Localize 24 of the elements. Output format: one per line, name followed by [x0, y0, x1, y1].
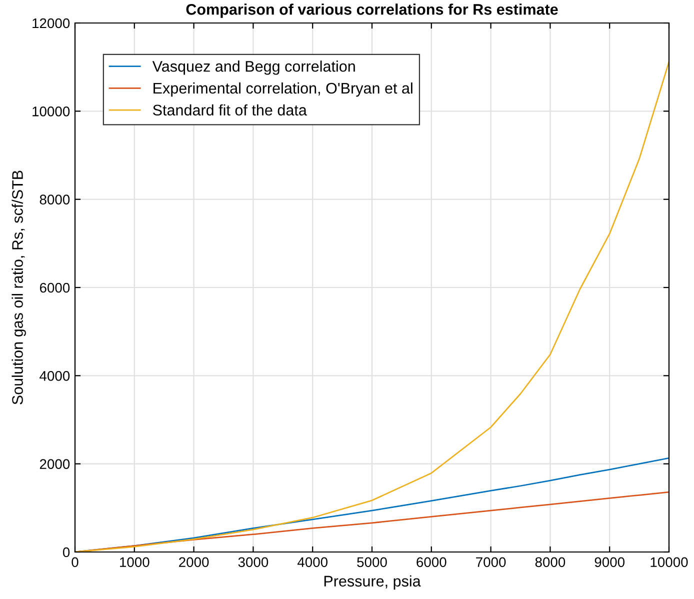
y-tick-label: 0 [62, 547, 70, 558]
x-tick-label: 6000 [416, 557, 446, 568]
x-tick-label: 5000 [357, 557, 387, 568]
x-tick-label: 2000 [179, 557, 209, 568]
x-tick-label: 3000 [238, 557, 268, 568]
x-tick-label: 4000 [297, 557, 328, 568]
legend-label: Standard fit of the data [153, 104, 307, 116]
y-axis-title: Soulution gas oil ratio, Rs, scf/STB [12, 170, 26, 404]
y-tick-label: 8000 [40, 194, 70, 205]
x-tick-label: 10000 [650, 557, 688, 568]
x-tick-label: 9000 [594, 557, 625, 568]
chart-title: Comparison of various correlations for Rs estimate [186, 4, 558, 18]
x-tick-label: 0 [72, 557, 78, 568]
legend-label: Vasquez and Begg correlation [152, 60, 355, 75]
y-tick-label: 4000 [40, 371, 70, 381]
x-tick-label: 1000 [120, 557, 150, 568]
legend-label: Experimental correlation, O'Bryan et al [154, 82, 412, 97]
y-tick-label: 12000 [32, 18, 70, 28]
y-tick-label: 2000 [40, 459, 70, 470]
x-tick-label: 7000 [476, 557, 506, 568]
x-axis-title: Pressure, psia [324, 575, 421, 590]
y-tick-label: 10000 [32, 106, 70, 116]
y-tick-label: 6000 [40, 282, 70, 293]
x-tick-label: 8000 [535, 557, 566, 568]
